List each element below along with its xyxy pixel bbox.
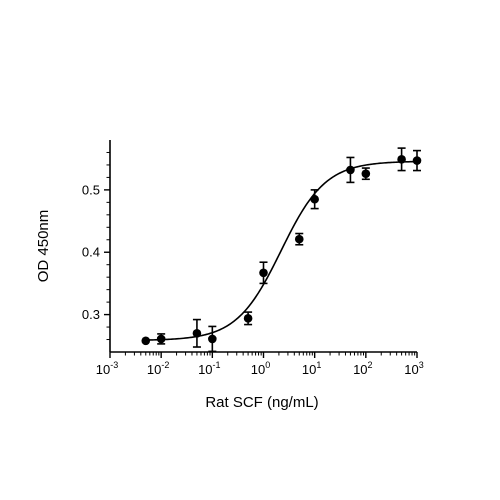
fit-curve-line <box>145 160 418 341</box>
data-point <box>361 167 371 181</box>
y-axis-title: OD 450nm <box>35 210 52 283</box>
data-marker <box>310 194 319 204</box>
data-point <box>310 189 319 210</box>
y-tick-label: 0.4 <box>82 245 100 260</box>
data-point <box>412 149 422 172</box>
x-tick-label: 10-3 <box>96 360 118 377</box>
x-tick-label: 10-1 <box>198 360 220 377</box>
data-marker <box>361 169 371 178</box>
data-marker <box>192 328 202 338</box>
data-marker <box>346 165 355 175</box>
y-tick-label: 0.5 <box>82 182 100 197</box>
data-points-group <box>141 147 422 353</box>
x-tick-label: 100 <box>251 360 270 377</box>
data-point <box>346 156 355 184</box>
data-point <box>208 325 217 353</box>
data-point <box>156 333 166 345</box>
data-point <box>397 147 406 172</box>
data-point <box>192 318 202 348</box>
x-tick-label: 10-2 <box>147 360 169 377</box>
data-marker <box>208 334 217 344</box>
data-marker <box>412 156 422 165</box>
data-marker <box>141 336 151 346</box>
data-point <box>294 232 304 246</box>
axes: 0.3 0.4 0.5 10-3 10-2 10-1 100 101 102 103 <box>82 140 424 377</box>
data-marker <box>397 155 406 164</box>
data-marker <box>243 314 253 323</box>
x-tick-label: 102 <box>353 360 372 377</box>
data-marker <box>294 234 304 244</box>
x-axis-title: Rat SCF (ng/mL) <box>205 394 318 411</box>
data-point <box>243 311 253 326</box>
x-tick-label: 101 <box>302 360 321 377</box>
fit-curve-group <box>145 160 418 341</box>
data-point <box>141 336 151 346</box>
data-point <box>259 261 268 285</box>
y-tick-label: 0.3 <box>82 307 100 322</box>
x-tick-label: 103 <box>404 360 423 377</box>
data-marker <box>259 268 268 278</box>
data-marker <box>156 334 166 344</box>
